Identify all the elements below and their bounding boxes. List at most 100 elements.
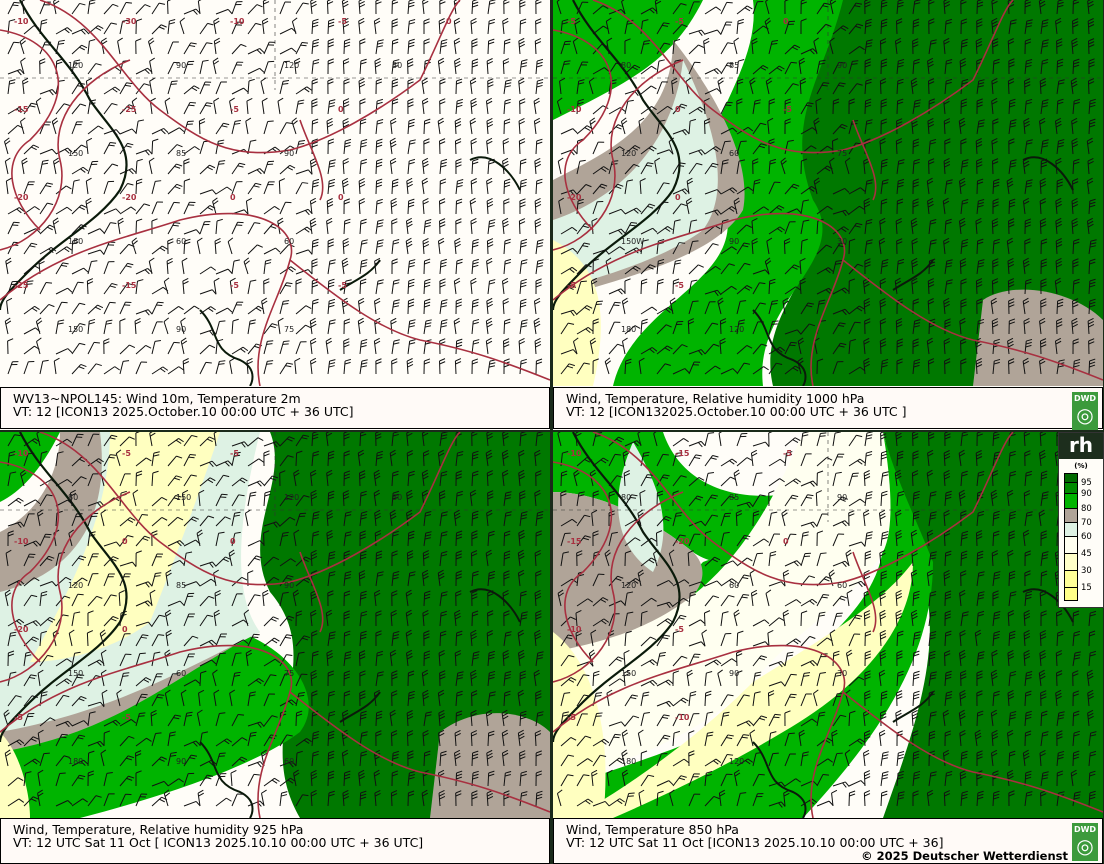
wind-barb [1022,257,1030,275]
wind-barb [118,590,125,607]
wind-barb [375,630,382,647]
map-850[interactable]: -10 -15 -10 -5 -15 -20 -5 -10 -5 0 80 120 150 180 85 60… [553,432,1103,818]
wind-barb [592,573,605,587]
wind-barb [71,695,87,707]
wind-barb [151,138,159,155]
wind-barb [391,18,398,35]
wind-barb [959,177,966,195]
wind-barb [976,198,985,215]
grid-label: 120 [621,581,636,590]
wind-barb [590,277,598,295]
wind-barb [359,259,368,275]
wind-barb [23,305,40,315]
wind-barb [960,138,967,155]
wind-barb [704,289,722,297]
wind-barb [279,734,293,747]
wind-barb [736,285,753,295]
map-wind-temp-2m[interactable]: -10 -15 -20 -25 -30 -25 -20 -15 -10 -5 0 -5 -5 0 0 -5 0 1… [0,0,550,386]
wind-barb [311,630,318,647]
wind-barb [327,750,335,767]
wind-barb [656,515,672,527]
wind-barb [53,357,60,375]
wind-barb [421,469,429,487]
wind-barb [279,574,294,587]
wind-barb [183,711,193,727]
wind-barb [279,591,289,607]
wind-barb [439,531,448,547]
wind-barb [453,17,461,35]
wind-barb [912,0,921,15]
wind-barb [407,18,416,35]
temperature-contour [842,259,1103,381]
wind-barb [359,38,366,55]
wind-barb [7,207,25,215]
wind-barb [455,198,463,215]
wind-barb [469,77,477,95]
wind-barb [391,750,400,767]
wind-barb [519,18,527,35]
wind-barb [606,37,613,55]
wind-barb [911,277,918,295]
wind-barb [310,790,317,807]
coastline [339,259,381,291]
wind-barb [199,344,216,355]
wind-barb [896,78,904,95]
wind-barb [688,495,704,507]
wind-barb [672,730,680,747]
wind-barb [688,106,706,115]
legend-swatch [1064,554,1078,571]
wind-barb [342,98,350,115]
wind-barb [688,691,697,707]
wind-barb [119,473,131,487]
wind-barb [215,268,233,275]
wind-barb [180,689,187,707]
wind-barb [1072,630,1081,647]
wind-barb [263,715,278,727]
wind-barb [23,361,35,375]
wind-barb [688,581,706,587]
wind-barb [624,278,631,295]
wind-barb [928,39,937,55]
wind-barb [167,673,179,687]
wind-barb [576,242,590,255]
wind-barb [213,37,221,55]
wind-barb [373,489,381,507]
wind-barb [359,490,367,507]
wind-barb [358,198,365,215]
wind-barb [928,730,936,747]
wind-barb [621,337,628,355]
wind-barb [829,37,835,55]
wind-barb [991,97,998,115]
wind-barb [784,286,801,295]
wind-barb [880,490,888,507]
wind-barb [342,490,350,507]
wind-barb [1055,17,1062,35]
legend-tick-label: 15 [1081,583,1092,593]
wind-barb [327,551,336,567]
wind-barb [311,118,319,135]
wind-barb [215,122,230,135]
wind-barb [149,97,156,115]
map-rh-1000[interactable]: -5 -10 -20 -5 -5 0 0 -5 0 -5 80 120 150W 180 85 60 90 120… [553,0,1103,386]
wind-barb [119,653,132,667]
wind-barb [71,720,89,727]
grid-label: 150 [621,669,636,678]
panel-title: Wind, Temperature, Relative humidity 925… [13,822,304,837]
wind-barb [959,317,966,335]
wind-barb [374,789,381,807]
map-rh-925[interactable]: -10 -10 -20 -5 -5 0 0 -5 -5 0 80 120 150 180 150 85 60 90… [0,432,550,818]
wind-barb [1056,318,1063,335]
wind-barb [960,550,968,567]
wind-barb [640,537,657,547]
coastline [1022,156,1074,191]
wind-barb [215,360,226,375]
wind-barb [135,581,153,588]
wind-barb [503,79,512,95]
wind-barb [487,691,496,707]
wind-barb [277,97,284,115]
wind-barb [784,264,800,275]
wind-barb [720,633,732,647]
wind-barb [608,721,626,727]
wind-barb [832,453,845,467]
wind-barb [1040,710,1048,727]
